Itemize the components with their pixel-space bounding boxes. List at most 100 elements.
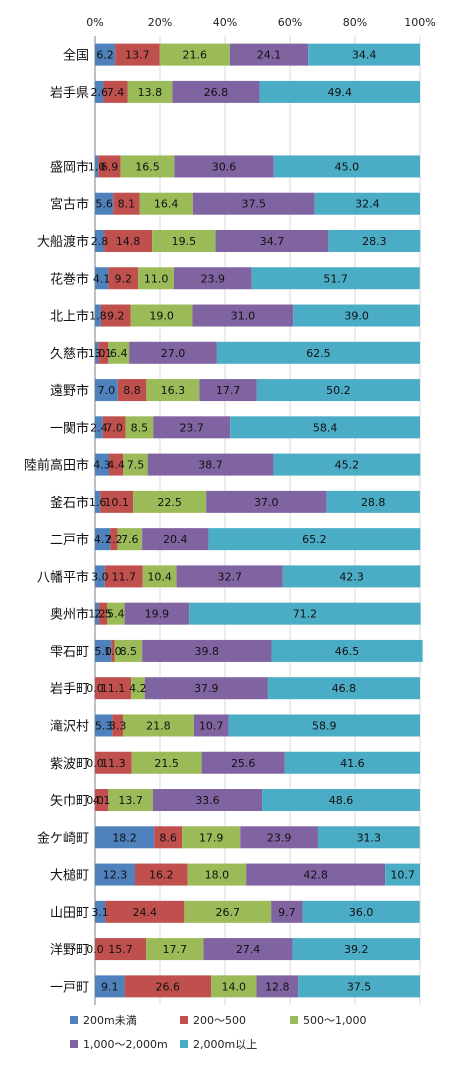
bar-segment	[95, 43, 116, 66]
data-label: 1.8	[89, 310, 107, 323]
category-label: 岩手県	[50, 86, 89, 101]
bar-segment	[142, 639, 272, 662]
data-labels: 6.2 13.7 21.6 24.1 34.4 2.67.4 13.8 26.8 49.4 1.0…	[86, 49, 415, 994]
legend-label: 500～1,000	[303, 1014, 367, 1027]
data-label: 14.0	[222, 980, 247, 993]
data-label: 37.5	[347, 980, 372, 993]
data-label: 10.1	[104, 496, 129, 509]
bar-segment	[108, 267, 139, 290]
data-label: 3.1	[95, 347, 113, 360]
bar-segment	[129, 341, 217, 364]
bar-segment	[240, 826, 318, 849]
category-label: 釜石市	[50, 495, 89, 511]
bar-segment	[292, 938, 420, 961]
bar-segment	[206, 490, 327, 513]
bar-segment	[108, 789, 153, 812]
bar-segment	[172, 80, 260, 103]
bar-segment	[314, 192, 420, 215]
bar-segment	[108, 453, 124, 476]
bar-segment	[120, 155, 175, 178]
data-label: 5.6	[95, 198, 113, 211]
data-label: 12.3	[103, 869, 128, 882]
data-label: 65.2	[302, 533, 327, 546]
data-label: 7.0	[98, 384, 116, 397]
data-label: 15.7	[108, 943, 133, 956]
data-label: 3.3	[109, 719, 127, 732]
bar-segment	[146, 938, 204, 961]
data-label: 30.6	[212, 160, 237, 173]
category-label: 陸前高田市	[24, 458, 89, 474]
data-label: 19.0	[149, 310, 174, 323]
bar-segment	[182, 826, 241, 849]
category-label: 八幡平市	[37, 569, 89, 585]
legend-swatch	[70, 1016, 78, 1024]
data-label: 39.8	[195, 645, 220, 658]
bar-segment	[95, 975, 125, 998]
bar-segment	[108, 341, 130, 364]
bar-segment	[95, 341, 99, 364]
bar-segment	[201, 751, 285, 774]
data-label: 16.2	[149, 869, 174, 882]
data-label: 2.2	[105, 533, 123, 546]
bar-segment	[152, 229, 216, 252]
data-label: 11.0	[144, 272, 169, 285]
data-label: 32.4	[355, 198, 380, 211]
data-label: 13.7	[125, 49, 150, 62]
bar-segment	[228, 714, 420, 737]
category-label: 二戸市	[50, 532, 89, 548]
data-label: 9.2	[107, 310, 125, 323]
bar-segment	[326, 490, 420, 513]
data-label: 14.8	[116, 235, 141, 248]
bar-segment	[230, 416, 420, 439]
bar-segment	[293, 304, 420, 327]
bar-segment	[95, 863, 135, 886]
data-label: 16.5	[135, 160, 160, 173]
data-label: 7.4	[107, 86, 125, 99]
bar-segment	[100, 304, 131, 327]
data-label: 39.2	[344, 943, 369, 956]
category-label: 洋野町	[50, 943, 89, 958]
bar-segment	[95, 80, 104, 103]
data-label: 11.1	[101, 682, 126, 695]
data-label: 4.4	[107, 459, 125, 472]
data-label: 4.2	[129, 682, 147, 695]
data-label: 22.5	[157, 496, 182, 509]
data-label: 3.0	[91, 570, 109, 583]
data-label: 45.2	[335, 459, 360, 472]
data-label: 39.0	[344, 310, 369, 323]
data-label: 25.6	[231, 757, 256, 770]
bar-segment	[95, 714, 113, 737]
bar-segment	[95, 416, 103, 439]
data-label: 18.2	[112, 831, 137, 844]
bar-segment	[124, 975, 212, 998]
bar-segment	[208, 528, 421, 551]
category-label: 北上市	[50, 309, 89, 325]
data-label: 10.7	[390, 869, 415, 882]
bar-segment	[104, 565, 143, 588]
bar-segment	[246, 863, 386, 886]
category-label: 盛岡市	[50, 159, 89, 175]
legend-swatch	[70, 1040, 78, 1048]
bar-segment	[95, 528, 111, 551]
bar-segment	[229, 43, 309, 66]
data-label: 4.1	[93, 794, 111, 807]
bar-segment	[95, 229, 105, 252]
data-label: 5.0	[94, 645, 112, 658]
data-label: 9.1	[101, 980, 119, 993]
bar-segment	[174, 155, 274, 178]
bar-segment	[139, 192, 193, 215]
data-label: 0.0	[86, 757, 104, 770]
legend-item: 200m未満	[70, 1012, 137, 1028]
data-label: 8.5	[120, 645, 138, 658]
bar-segment	[110, 528, 118, 551]
data-label: 17.9	[199, 831, 224, 844]
legend-item: 1,000～2,000m	[70, 1036, 168, 1052]
bar-segment	[122, 714, 194, 737]
category-label: 山田町	[50, 906, 89, 921]
legend-label: 2,000m以上	[193, 1038, 258, 1051]
bar-segment	[117, 379, 147, 402]
bar-segment	[107, 602, 125, 625]
data-label: 27.0	[161, 347, 186, 360]
x-tick-label: 60%	[278, 16, 302, 29]
